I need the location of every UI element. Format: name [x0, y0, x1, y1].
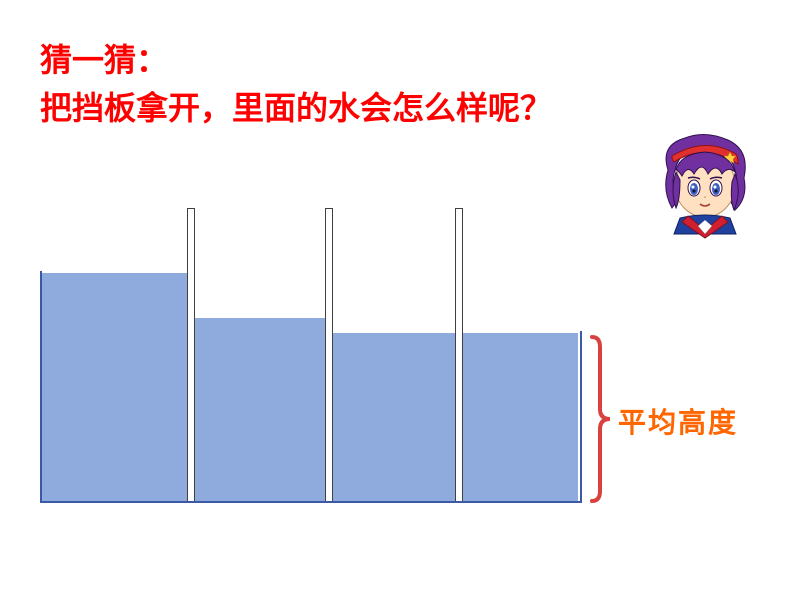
title-line-2: 把挡板拿开，里面的水会怎么样呢？	[40, 84, 552, 132]
title-block: 猜一猜： 把挡板拿开，里面的水会怎么样呢？	[40, 36, 552, 132]
height-bracket	[590, 335, 616, 503]
mascot-character	[650, 130, 760, 240]
tank-outline	[40, 191, 584, 505]
bracket-label: 平均高度	[618, 401, 738, 441]
title-line-1: 猜一猜：	[40, 36, 552, 84]
water-tank-diagram	[40, 195, 580, 505]
